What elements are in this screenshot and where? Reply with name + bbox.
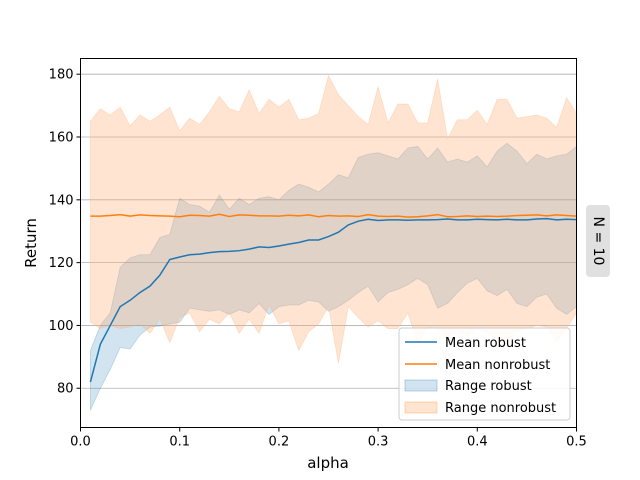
side-label: N = 10 (586, 205, 610, 277)
legend-swatch-range-nonrobust (404, 401, 438, 414)
line-mean-nonrobust (90, 213, 577, 218)
x-tick-label: 0.1 (169, 435, 190, 450)
legend-label-range-robust: Range robust (445, 379, 532, 394)
mean-lines (89, 213, 577, 383)
legend: Mean robust Mean nonrobust Range robust … (398, 327, 571, 421)
plot-frame (80, 58, 577, 428)
y-tick-label: 180 (49, 68, 74, 83)
y-tick-label: 80 (57, 382, 74, 397)
y-axis-label: Return (22, 218, 40, 268)
y-tick-label: 160 (49, 131, 74, 146)
x-tick-label: 0.2 (269, 435, 290, 450)
x-tick-label: 0.5 (566, 435, 587, 450)
line-mean-robust (89, 217, 577, 383)
legend-label-range-nonrobust: Range nonrobust (445, 401, 556, 416)
x-tick-label: 0.3 (368, 435, 389, 450)
svg-text:N = 10: N = 10 (590, 217, 606, 266)
x-tick-label: 0.4 (467, 435, 488, 450)
x-axis-ticks: 0.0 0.1 0.2 0.3 0.4 0.5 (70, 427, 587, 450)
x-tick-label: 0.0 (70, 435, 91, 450)
y-tick-label: 140 (49, 193, 74, 208)
y-tick-label: 100 (49, 319, 74, 334)
x-axis-label: alpha (307, 454, 349, 472)
legend-label-mean-robust: Mean robust (445, 336, 526, 351)
legend-label-mean-nonrobust: Mean nonrobust (445, 358, 550, 373)
legend-swatch-range-robust (404, 379, 438, 392)
y-axis-ticks: 80 100 120 140 160 180 (49, 68, 81, 397)
y-tick-label: 120 (49, 256, 74, 271)
